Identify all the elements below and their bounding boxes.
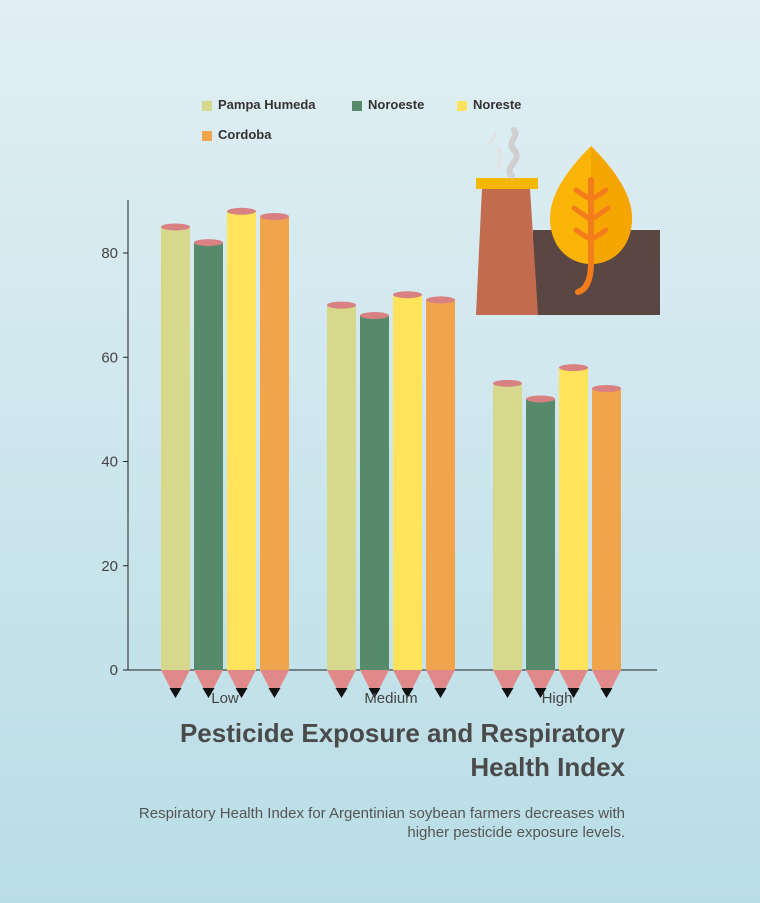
axis-labels: 0 20 40 60 80 Low Medium High bbox=[101, 245, 572, 707]
bar-body bbox=[426, 299, 455, 670]
legend-swatch bbox=[352, 101, 362, 111]
chart-subtitle: Respiratory Health Index for Argentinian… bbox=[138, 805, 625, 841]
bar-body bbox=[227, 211, 256, 671]
bar-cap bbox=[227, 207, 256, 215]
pencil-tip bbox=[194, 670, 223, 698]
leaf-icon bbox=[550, 146, 632, 295]
y-tick-label: 60 bbox=[101, 349, 118, 366]
pencil-lead bbox=[235, 688, 248, 698]
bar-cap bbox=[161, 223, 190, 231]
bar-body bbox=[592, 388, 621, 670]
pencil-lead bbox=[567, 688, 580, 698]
bar-body bbox=[493, 383, 522, 670]
bar-body bbox=[559, 367, 588, 670]
bar-cordoba-low bbox=[260, 213, 289, 698]
bars bbox=[161, 207, 621, 698]
bar-noreste-medium bbox=[393, 291, 422, 698]
pencil-tip bbox=[360, 670, 389, 698]
bar-noroeste-low bbox=[194, 239, 223, 698]
legend-item: Cordoba bbox=[202, 127, 271, 142]
bar-cap bbox=[592, 385, 621, 393]
chart-title: Pesticide Exposure and Respiratory Healt… bbox=[179, 718, 625, 782]
bar-cap bbox=[493, 379, 522, 387]
pencil-tip bbox=[426, 670, 455, 698]
pencil-lead bbox=[501, 688, 514, 698]
x-tick-label: Low bbox=[211, 690, 239, 707]
pencil-tip bbox=[559, 670, 588, 698]
pencil-lead bbox=[202, 688, 215, 698]
pencil-tip bbox=[161, 670, 190, 698]
bar-pampa-humeda-low bbox=[161, 223, 190, 698]
pencil-lead bbox=[401, 688, 414, 698]
pencil-tip bbox=[592, 670, 621, 698]
bar-pampa-humeda-high bbox=[493, 379, 522, 698]
bar-cap bbox=[526, 395, 555, 403]
pencil-tip bbox=[227, 670, 256, 698]
legend-swatch bbox=[202, 101, 212, 111]
pencil-tip bbox=[327, 670, 356, 698]
legend-label: Pampa Humeda bbox=[218, 97, 316, 112]
bar-cap bbox=[327, 301, 356, 309]
bar-body bbox=[393, 294, 422, 670]
y-tick-label: 80 bbox=[101, 245, 118, 262]
bar-cap bbox=[194, 239, 223, 247]
bar-body bbox=[360, 315, 389, 670]
bar-pampa-humeda-medium bbox=[327, 301, 356, 698]
bar-body bbox=[327, 305, 356, 670]
legend-item: Noreste bbox=[457, 97, 521, 112]
bar-cap bbox=[393, 291, 422, 299]
x-tick-label: High bbox=[542, 690, 573, 707]
y-tick-label: 40 bbox=[101, 454, 118, 471]
bar-cordoba-high bbox=[592, 385, 621, 698]
pencil-tip bbox=[493, 670, 522, 698]
bar-noroeste-medium bbox=[360, 312, 389, 698]
pencil-tip bbox=[260, 670, 289, 698]
bar-body bbox=[194, 242, 223, 670]
pencil-lead bbox=[600, 688, 613, 698]
bar-body bbox=[526, 398, 555, 670]
bar-noreste-low bbox=[227, 207, 256, 698]
pencil-tip bbox=[393, 670, 422, 698]
y-tick-label: 0 bbox=[110, 662, 118, 679]
pencil-lead bbox=[335, 688, 348, 698]
pencil-lead bbox=[434, 688, 447, 698]
legend-label: Cordoba bbox=[218, 127, 272, 142]
legend-swatch bbox=[457, 101, 467, 111]
legend-swatch bbox=[202, 131, 212, 141]
bar-cap bbox=[426, 296, 455, 304]
bar-noroeste-high bbox=[526, 395, 555, 698]
bar-cordoba-medium bbox=[426, 296, 455, 698]
pencil-lead bbox=[169, 688, 182, 698]
pencil-lead bbox=[368, 688, 381, 698]
legend-item: Pampa Humeda bbox=[202, 97, 316, 112]
legend-item: Noroeste bbox=[352, 97, 424, 112]
pencil-tip bbox=[526, 670, 555, 698]
bar-cap bbox=[559, 364, 588, 372]
bar-cap bbox=[260, 213, 289, 221]
bar-body bbox=[260, 216, 289, 670]
pollution-illustration bbox=[476, 127, 660, 315]
bar-noreste-high bbox=[559, 364, 588, 698]
pencil-lead bbox=[534, 688, 547, 698]
legend-label: Noroeste bbox=[368, 97, 425, 112]
x-tick-label: Medium bbox=[364, 690, 417, 707]
bar-body bbox=[161, 226, 190, 670]
y-tick-label: 20 bbox=[101, 558, 118, 575]
pencil-lead bbox=[268, 688, 281, 698]
bar-cap bbox=[360, 312, 389, 320]
legend-label: Noreste bbox=[473, 97, 522, 112]
